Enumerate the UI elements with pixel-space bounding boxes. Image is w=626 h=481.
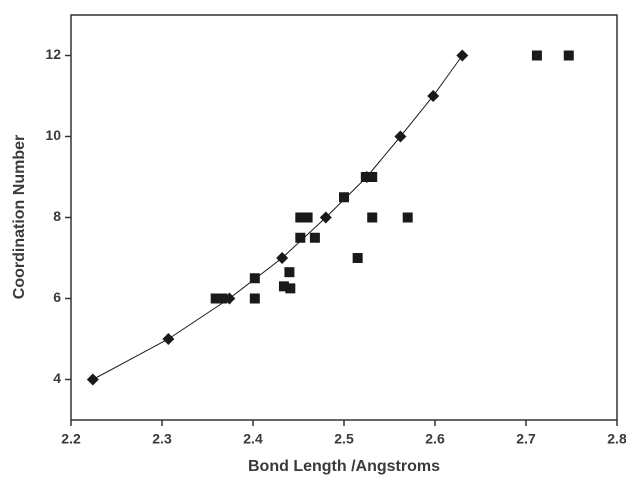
y-tick-label: 10	[45, 127, 61, 143]
square-point	[284, 267, 295, 278]
y-tick-label: 4	[53, 370, 61, 386]
square-point	[302, 212, 313, 223]
y-tick-label: 12	[45, 46, 61, 62]
square-point	[309, 232, 320, 243]
x-tick-label: 2.8	[607, 431, 626, 447]
square-point	[278, 281, 289, 292]
diamond-point	[456, 49, 469, 62]
diamond-point	[319, 211, 332, 224]
square-point	[563, 50, 574, 61]
x-tick-label: 2.4	[243, 431, 263, 447]
x-tick-label: 2.2	[61, 431, 81, 447]
diamond-point	[86, 373, 99, 386]
square-point	[217, 293, 228, 304]
square-point	[249, 273, 260, 284]
square-point	[360, 172, 371, 182]
x-tick-label: 2.3	[152, 431, 172, 447]
square-point	[531, 50, 542, 61]
square-point	[295, 212, 306, 223]
square-point	[339, 192, 349, 203]
square-point	[402, 212, 413, 223]
diamond-point	[394, 130, 407, 143]
x-tick-label: 2.7	[516, 431, 536, 447]
square-point	[249, 293, 260, 304]
diamond-point	[162, 333, 175, 345]
x-tick-label: 2.6	[425, 431, 445, 447]
x-axis-label: Bond Length /Angstroms	[248, 458, 440, 475]
plot-frame	[70, 14, 618, 421]
square-point	[367, 212, 378, 223]
square-point	[367, 172, 378, 182]
y-tick-label: 6	[53, 289, 61, 305]
y-tick-label: 8	[53, 208, 61, 224]
square-point	[295, 232, 306, 243]
diamond-point	[276, 252, 289, 264]
square-point	[210, 293, 221, 304]
y-axis-label: Coordination Number	[11, 135, 28, 299]
diamond-point	[427, 90, 440, 102]
square-point	[352, 253, 363, 263]
square-point	[285, 283, 296, 294]
x-tick-label: 2.5	[334, 431, 354, 447]
